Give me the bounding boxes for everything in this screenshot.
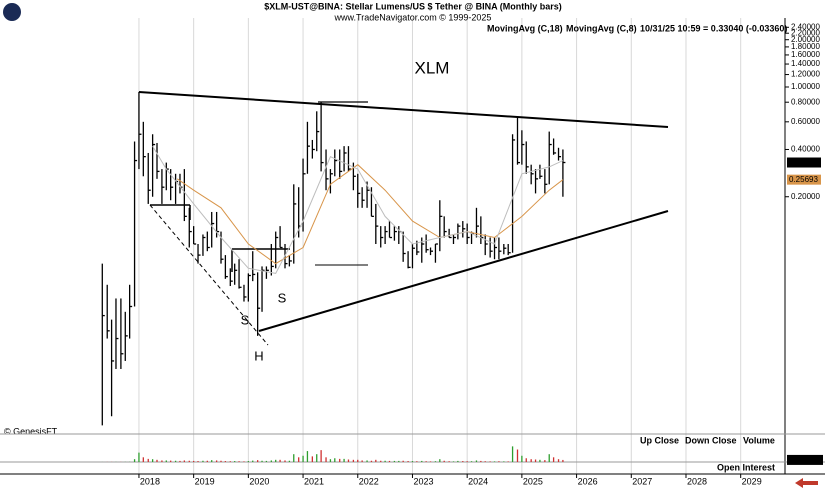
x-tick-label: 2025 — [523, 476, 543, 486]
open-interest-label: Open Interest — [717, 462, 775, 472]
x-tick-label: 2020 — [249, 476, 269, 486]
chart-subtitle: www.TradeNavigator.com © 1999-2025 — [334, 12, 492, 22]
x-tick-label: 2022 — [359, 476, 379, 486]
pattern-label: S — [241, 312, 250, 327]
y-tick-label: 0.20000 — [791, 192, 820, 201]
y-tick-label: 2.20000 — [791, 28, 820, 37]
trendlines — [138, 91, 669, 346]
scroll-arrow[interactable] — [795, 478, 818, 488]
trendline — [138, 91, 669, 128]
y-tick-label: 1.80000 — [791, 42, 820, 51]
copyright: © GenesisFT — [4, 426, 58, 436]
timestamp-label: 10/31/25 10:59 = 0.33040 (-0.03360) — [640, 23, 787, 33]
x-tick-label: 2027 — [632, 476, 652, 486]
symbol-label: XLM — [415, 58, 450, 77]
chart-title: $XLM-UST@BINA: Stellar Lumens/US $ Tethe… — [264, 1, 562, 11]
y-tick-label: 0.40000 — [791, 145, 820, 154]
y-tick-label: 1.20000 — [791, 70, 820, 79]
x-tick-label: 2026 — [578, 476, 598, 486]
pattern-label: H — [254, 348, 263, 363]
x-tick-label: 2028 — [687, 476, 707, 486]
moving-average-line — [152, 145, 564, 274]
moving-average-line — [176, 164, 564, 265]
logo — [3, 3, 21, 21]
grid — [138, 18, 742, 474]
value-box-label: 665.02M — [789, 455, 820, 464]
y-tick-label: 1.40000 — [791, 59, 820, 68]
value-box — [787, 157, 821, 168]
x-tick-label: 2019 — [195, 476, 215, 486]
pattern-label: S — [278, 290, 287, 305]
trendline — [149, 204, 269, 346]
legend-entry: Down Close — [685, 435, 737, 445]
value-box — [787, 174, 821, 185]
y-tick-label: 2.00000 — [791, 35, 820, 44]
legend-entry: MovingAvg (C,18) — [487, 23, 563, 33]
y-tick-label: 2.40000 — [791, 22, 820, 31]
x-tick-label: 2023 — [413, 476, 433, 486]
x-tick-label: 2024 — [468, 476, 488, 486]
legend-entry: MovingAvg (C,8) — [566, 23, 637, 33]
legend-entry: Up Close — [640, 435, 679, 445]
value-box-label: 0.25693 — [789, 175, 818, 184]
y-tick-label: 1.60000 — [791, 50, 820, 59]
y-tick-label: 0.60000 — [791, 117, 820, 126]
legend-entry: Volume — [743, 435, 775, 445]
x-tick-label: 2018 — [140, 476, 160, 486]
value-box-label: 0.33040 — [789, 158, 818, 167]
y-tick-label: 1.00000 — [791, 82, 820, 91]
y-tick-label: 0.80000 — [791, 97, 820, 106]
x-tick-label: 2029 — [742, 476, 762, 486]
value-box — [787, 454, 823, 465]
x-tick-label: 2021 — [304, 476, 324, 486]
trendline — [258, 210, 669, 332]
